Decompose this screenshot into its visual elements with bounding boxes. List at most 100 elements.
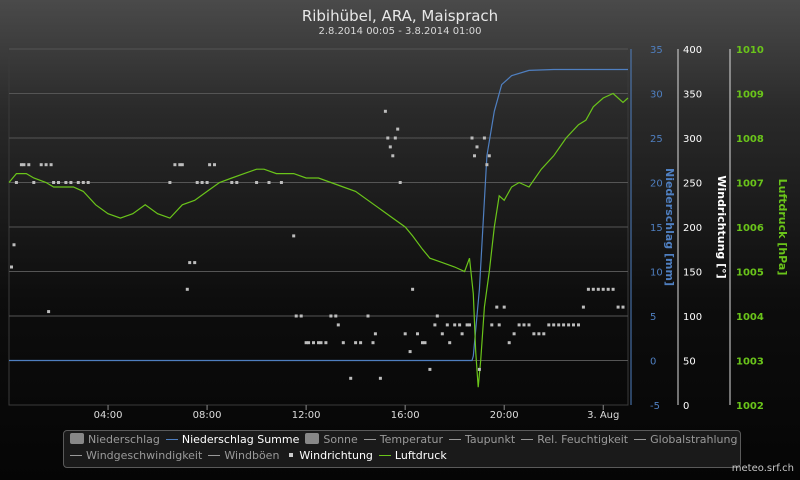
data-point-windrichtung [178, 163, 182, 167]
data-point-windrichtung [411, 287, 415, 291]
legend-item[interactable]: Temperatur [363, 433, 443, 446]
legend-label: Taupunkt [464, 433, 516, 446]
data-point-windrichtung [482, 136, 486, 140]
y-tick-label-niederschlag: 20 [650, 179, 663, 190]
data-point-windrichtung [596, 287, 600, 291]
data-point-windrichtung [349, 376, 353, 380]
legend-item[interactable]: Taupunkt [448, 433, 516, 446]
y-tick-label-luftdruck: 1010 [736, 45, 764, 56]
data-point-windrichtung [324, 341, 328, 345]
legend-item[interactable]: Sonne [305, 433, 358, 446]
legend-item[interactable]: Niederschlag [70, 433, 160, 446]
legend-symbol [70, 433, 84, 444]
data-point-windrichtung [188, 261, 192, 265]
x-tick-label: 08:00 [193, 410, 222, 421]
legend-item[interactable]: Luftdruck [378, 449, 447, 462]
legend-item[interactable]: Windgeschwindigkeit [70, 449, 202, 462]
data-point-windrichtung [334, 314, 338, 318]
y-tick-label-windrichtung: 200 [683, 223, 702, 234]
data-point-windrichtung [453, 323, 457, 327]
data-point-windrichtung [235, 181, 239, 184]
data-point-windrichtung [386, 136, 390, 140]
legend-item[interactable]: Niederschlag Summe [165, 433, 299, 446]
data-point-windrichtung [433, 323, 437, 327]
y-tick-label-windrichtung: 0 [683, 401, 689, 412]
data-point-windrichtung [307, 341, 311, 345]
x-tick-label: 3. Aug [587, 410, 619, 421]
y-tick-label-luftdruck: 1005 [736, 268, 764, 279]
data-point-windrichtung [440, 332, 444, 336]
data-point-windrichtung [611, 287, 615, 291]
legend-item[interactable]: Windböen [208, 449, 279, 462]
data-point-windrichtung [557, 323, 561, 327]
legend-label: Windgeschwindigkeit [86, 449, 203, 462]
brand-label: meteo.srf.ch [731, 463, 794, 474]
chart-title: Ribihübel, ARA, Maisprach [301, 7, 499, 25]
data-point-windrichtung [428, 367, 432, 371]
data-point-windrichtung [517, 323, 521, 327]
data-point-windrichtung [19, 163, 23, 167]
legend-item[interactable]: Rel. Feuchtigkeit [521, 433, 628, 446]
data-point-windrichtung [383, 109, 387, 113]
x-tick-label: 04:00 [94, 410, 123, 421]
y-tick-label-niederschlag: -5 [650, 401, 660, 412]
y-tick-label-niederschlag: 25 [650, 134, 663, 145]
data-point-windrichtung [27, 163, 31, 167]
data-point-windrichtung [586, 287, 590, 291]
data-point-windrichtung [398, 181, 402, 184]
data-point-windrichtung [495, 305, 499, 309]
data-point-windrichtung [388, 145, 392, 149]
legend-symbol [363, 439, 376, 440]
legend-symbol [289, 453, 294, 457]
data-point-windrichtung [14, 181, 18, 184]
data-point-windrichtung [255, 181, 259, 184]
data-point-windrichtung [423, 341, 427, 345]
legend: Niederschlag Niederschlag Summe Sonne Tempe… [63, 430, 741, 468]
data-point-windrichtung [312, 341, 315, 345]
data-point-windrichtung [180, 163, 184, 167]
data-point-windrichtung [507, 341, 511, 345]
data-point-windrichtung [473, 154, 476, 158]
data-point-windrichtung [200, 181, 204, 184]
data-point-windrichtung [606, 287, 610, 291]
data-point-windrichtung [391, 154, 395, 158]
data-point-windrichtung [490, 323, 494, 327]
data-point-windrichtung [445, 323, 449, 327]
data-point-windrichtung [465, 323, 469, 327]
data-point-windrichtung [512, 332, 516, 336]
data-point-windrichtung [497, 323, 501, 327]
y-tick-label-niederschlag: 0 [650, 357, 656, 368]
data-point-windrichtung [44, 163, 48, 167]
legend-item[interactable]: Globalstrahlung [634, 433, 737, 446]
legend-item[interactable]: Windrichtung [285, 449, 373, 462]
legend-label: Luftdruck [394, 449, 447, 462]
data-point-windrichtung [52, 181, 56, 184]
data-point-windrichtung [279, 181, 283, 184]
data-point-windrichtung [522, 323, 526, 327]
y-tick-label-windrichtung: 350 [683, 90, 702, 101]
legend-label: Globalstrahlung [650, 433, 738, 446]
data-point-windrichtung [502, 305, 506, 309]
legend-label: Rel. Feuchtigkeit [537, 433, 629, 446]
y-tick-label-luftdruck: 1002 [736, 401, 764, 412]
data-point-windrichtung [230, 181, 234, 184]
y-tick-label-windrichtung: 150 [683, 268, 702, 279]
y-tick-label-luftdruck: 1006 [736, 223, 764, 234]
data-point-windrichtung [329, 314, 333, 318]
data-point-windrichtung [475, 145, 479, 149]
legend-symbol [634, 439, 647, 440]
y-tick-label-luftdruck: 1007 [736, 179, 764, 190]
y-tick-label-windrichtung: 300 [683, 134, 702, 145]
data-point-windrichtung [359, 341, 363, 345]
axis-title-luftdruck: Luftdruck [hPa] [776, 179, 789, 276]
data-point-windrichtung [39, 163, 43, 167]
data-point-windrichtung [403, 332, 407, 336]
axis-title-niederschlag: Niederschlag [mm] [663, 168, 676, 286]
y-tick-label-windrichtung: 100 [683, 312, 702, 323]
legend-symbol [165, 439, 178, 440]
series-line-luftdruck [8, 92, 629, 388]
data-point-windrichtung [173, 163, 177, 167]
data-point-windrichtung [537, 332, 541, 336]
y-tick-label-windrichtung: 400 [683, 45, 702, 56]
